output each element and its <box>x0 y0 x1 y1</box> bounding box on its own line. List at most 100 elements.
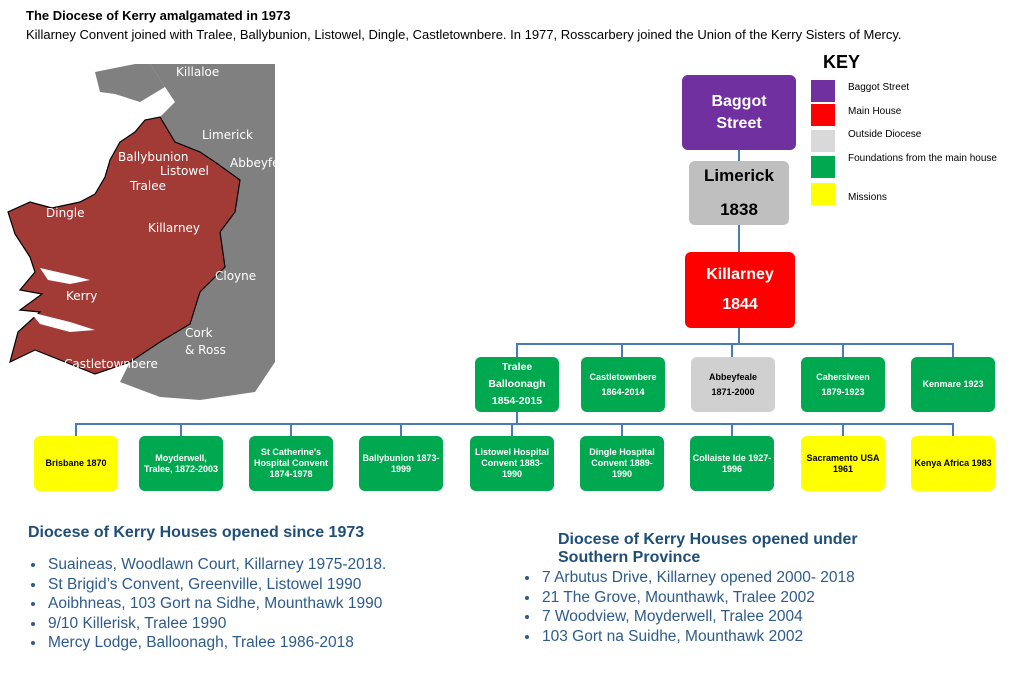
connector-row1-1 <box>516 343 518 357</box>
connector-row2-9 <box>952 423 954 436</box>
node-baggot-line2: Street <box>716 114 762 132</box>
node-kenya-text: Kenya Africa 1983 <box>914 458 992 468</box>
key-swatch-missions <box>811 183 835 205</box>
node-brisbane: Brisbane 1870 <box>34 436 118 491</box>
connector-limerick-killarney <box>738 224 740 252</box>
key-label-foundations: Foundations from the main house <box>848 153 997 164</box>
node-ballybunion: Ballybunion 1873-1999 <box>359 436 443 491</box>
node-kenmare: Kenmare 1923 <box>911 357 995 412</box>
connector-row1-bar <box>516 343 954 345</box>
map-label-cloyne: Cloyne <box>215 269 256 283</box>
connector-row2-5 <box>511 423 513 436</box>
page-subtitle: Killarney Convent joined with Tralee, Ba… <box>26 27 902 42</box>
map-label-dingle: Dingle <box>46 206 85 220</box>
connector-row2-3 <box>290 423 292 436</box>
right-list-heading: Diocese of Kerry Houses opened under Sou… <box>558 531 858 567</box>
node-st-catherines: St Catherine's Hospital Convent 1874-197… <box>249 436 333 491</box>
node-castletownbere-line1: Castletownbere <box>589 371 657 382</box>
right-list-heading-line1: Diocese of Kerry Houses opened under <box>558 531 858 548</box>
node-castletownbere-line2: 1864-2014 <box>601 386 645 397</box>
node-tralee-line2: Balloonagh <box>488 378 546 390</box>
key-swatch-baggot <box>811 80 835 102</box>
connector-row1-2 <box>621 343 623 357</box>
connector-row2-1 <box>75 423 77 436</box>
node-collaiste-ide-text: Collaiste Ide 1927-1996 <box>692 452 772 474</box>
connector-row1-4 <box>842 343 844 357</box>
node-sacramento-text: Sacramento USA 1961 <box>806 452 880 474</box>
node-moyderwell-text: Moyderwell, Tralee, 1872-2003 <box>143 452 219 474</box>
key-label-missions: Missions <box>848 192 887 203</box>
list-item: Aoibhneas, 103 Gort na Sidhe, Mounthawk … <box>46 594 496 614</box>
node-tralee-line3: 1854-2015 <box>491 395 543 407</box>
node-moyderwell: Moyderwell, Tralee, 1872-2003 <box>139 436 223 491</box>
water-inlet <box>40 268 90 284</box>
map-label-killarney: Killarney <box>148 221 200 235</box>
list-item: St Brigid’s Convent, Greenville, Listowe… <box>46 575 496 595</box>
map-label-ballybunion: Ballybunion <box>118 150 188 164</box>
connector-row1-3 <box>731 343 733 357</box>
node-collaiste-ide: Collaiste Ide 1927-1996 <box>690 436 774 491</box>
node-cahersiveen: Cahersiveen 1879-1923 <box>801 357 885 412</box>
node-listowel-hospital: Listowel Hospital Convent 1883-1990 <box>470 436 554 491</box>
map-label-castletownbere: Castletownbere <box>64 357 158 371</box>
water-inlet-2 <box>30 312 95 332</box>
key-title: KEY <box>823 52 861 72</box>
map-label-ross: & Ross <box>185 343 226 357</box>
node-kenmare-line1: Kenmare 1923 <box>922 379 984 389</box>
north-coast <box>95 64 165 102</box>
node-cahersiveen-line1: Cahersiveen <box>816 371 870 382</box>
connector-baggot-limerick <box>738 149 740 162</box>
list-item: 7 Woodview, Moyderwell, Tralee 2004 <box>540 607 990 627</box>
key-label-main-house: Main House <box>848 106 902 117</box>
list-item: Suaineas, Woodlawn Court, Killarney 1975… <box>46 555 496 575</box>
map-label-kerry: Kerry <box>66 289 97 303</box>
node-dingle-hospital-text: Dingle Hospital Convent 1889-1990 <box>589 447 655 479</box>
node-abbeyfeale: Abbeyfeale 1871-2000 <box>691 357 775 412</box>
list-item: 7 Arbutus Drive, Killarney opened 2000- … <box>540 568 990 588</box>
kerry-map: Killaloe Limerick Abbeyfeale Ballybunion… <box>7 64 280 400</box>
node-abbeyfeale-line1: Abbeyfeale <box>708 371 758 382</box>
right-list: 7 Arbutus Drive, Killarney opened 2000- … <box>522 568 990 646</box>
connector-row2-8 <box>842 423 844 436</box>
connector-row2-6 <box>621 423 623 436</box>
list-item: 21 The Grove, Mounthawk, Tralee 2002 <box>540 588 990 608</box>
kerry-diocese-region <box>7 116 241 375</box>
page-title: The Diocese of Kerry amalgamated in 1973 <box>26 8 291 23</box>
node-killarney-year: 1844 <box>722 296 758 313</box>
right-list-heading-line2: Southern Province <box>558 549 701 566</box>
node-sacramento: Sacramento USA 1961 <box>801 436 885 491</box>
key-swatch-outside-diocese <box>811 130 835 152</box>
node-ballybunion-text: Ballybunion 1873-1999 <box>362 452 440 474</box>
map-label-limerick: Limerick <box>202 128 253 142</box>
node-abbeyfeale-line2: 1871-2000 <box>711 386 755 397</box>
key-swatch-main-house <box>811 104 835 126</box>
connector-row2-2 <box>180 423 182 436</box>
map-label-listowel: Listowel <box>160 164 209 178</box>
connector-row2-4 <box>400 423 402 436</box>
node-killarney-name: Killarney <box>706 266 774 283</box>
map-label-tralee: Tralee <box>129 179 166 193</box>
node-limerick-name: Limerick <box>704 166 774 185</box>
node-limerick: Limerick 1838 <box>689 161 789 225</box>
key-label-baggot: Baggot Street <box>848 82 910 93</box>
node-tralee-balloonagh: Tralee Balloonagh 1854-2015 <box>475 357 559 412</box>
node-tralee-line1: Tralee <box>501 361 533 373</box>
connector-row2-bar <box>75 423 954 425</box>
connector-killarney-down <box>738 327 740 343</box>
map-label-abbeyfeale: Abbeyfeale <box>230 156 280 170</box>
node-baggot-street: Baggot Street <box>682 75 796 150</box>
connector-row2-7 <box>731 423 733 436</box>
node-brisbane-text: Brisbane 1870 <box>45 458 107 468</box>
list-item: Mercy Lodge, Balloonagh, Tralee 1986-201… <box>46 633 496 653</box>
node-killarney: Killarney 1844 <box>685 252 795 328</box>
outside-diocese-region <box>120 64 275 400</box>
connector-row1-5 <box>952 343 954 357</box>
key-label-outside-diocese: Outside Diocese <box>848 129 922 140</box>
left-list: Suaineas, Woodlawn Court, Killarney 1975… <box>28 555 496 653</box>
node-st-catherines-text: St Catherine's Hospital Convent 1874-197… <box>253 447 328 479</box>
node-castletownbere: Castletownbere 1864-2014 <box>581 357 665 412</box>
map-label-killaloe: Killaloe <box>176 65 219 79</box>
list-item: 103 Gort na Suidhe, Mounthawk 2002 <box>540 627 990 647</box>
connector-tralee-down <box>516 411 518 423</box>
node-dingle-hospital: Dingle Hospital Convent 1889-1990 <box>580 436 664 491</box>
